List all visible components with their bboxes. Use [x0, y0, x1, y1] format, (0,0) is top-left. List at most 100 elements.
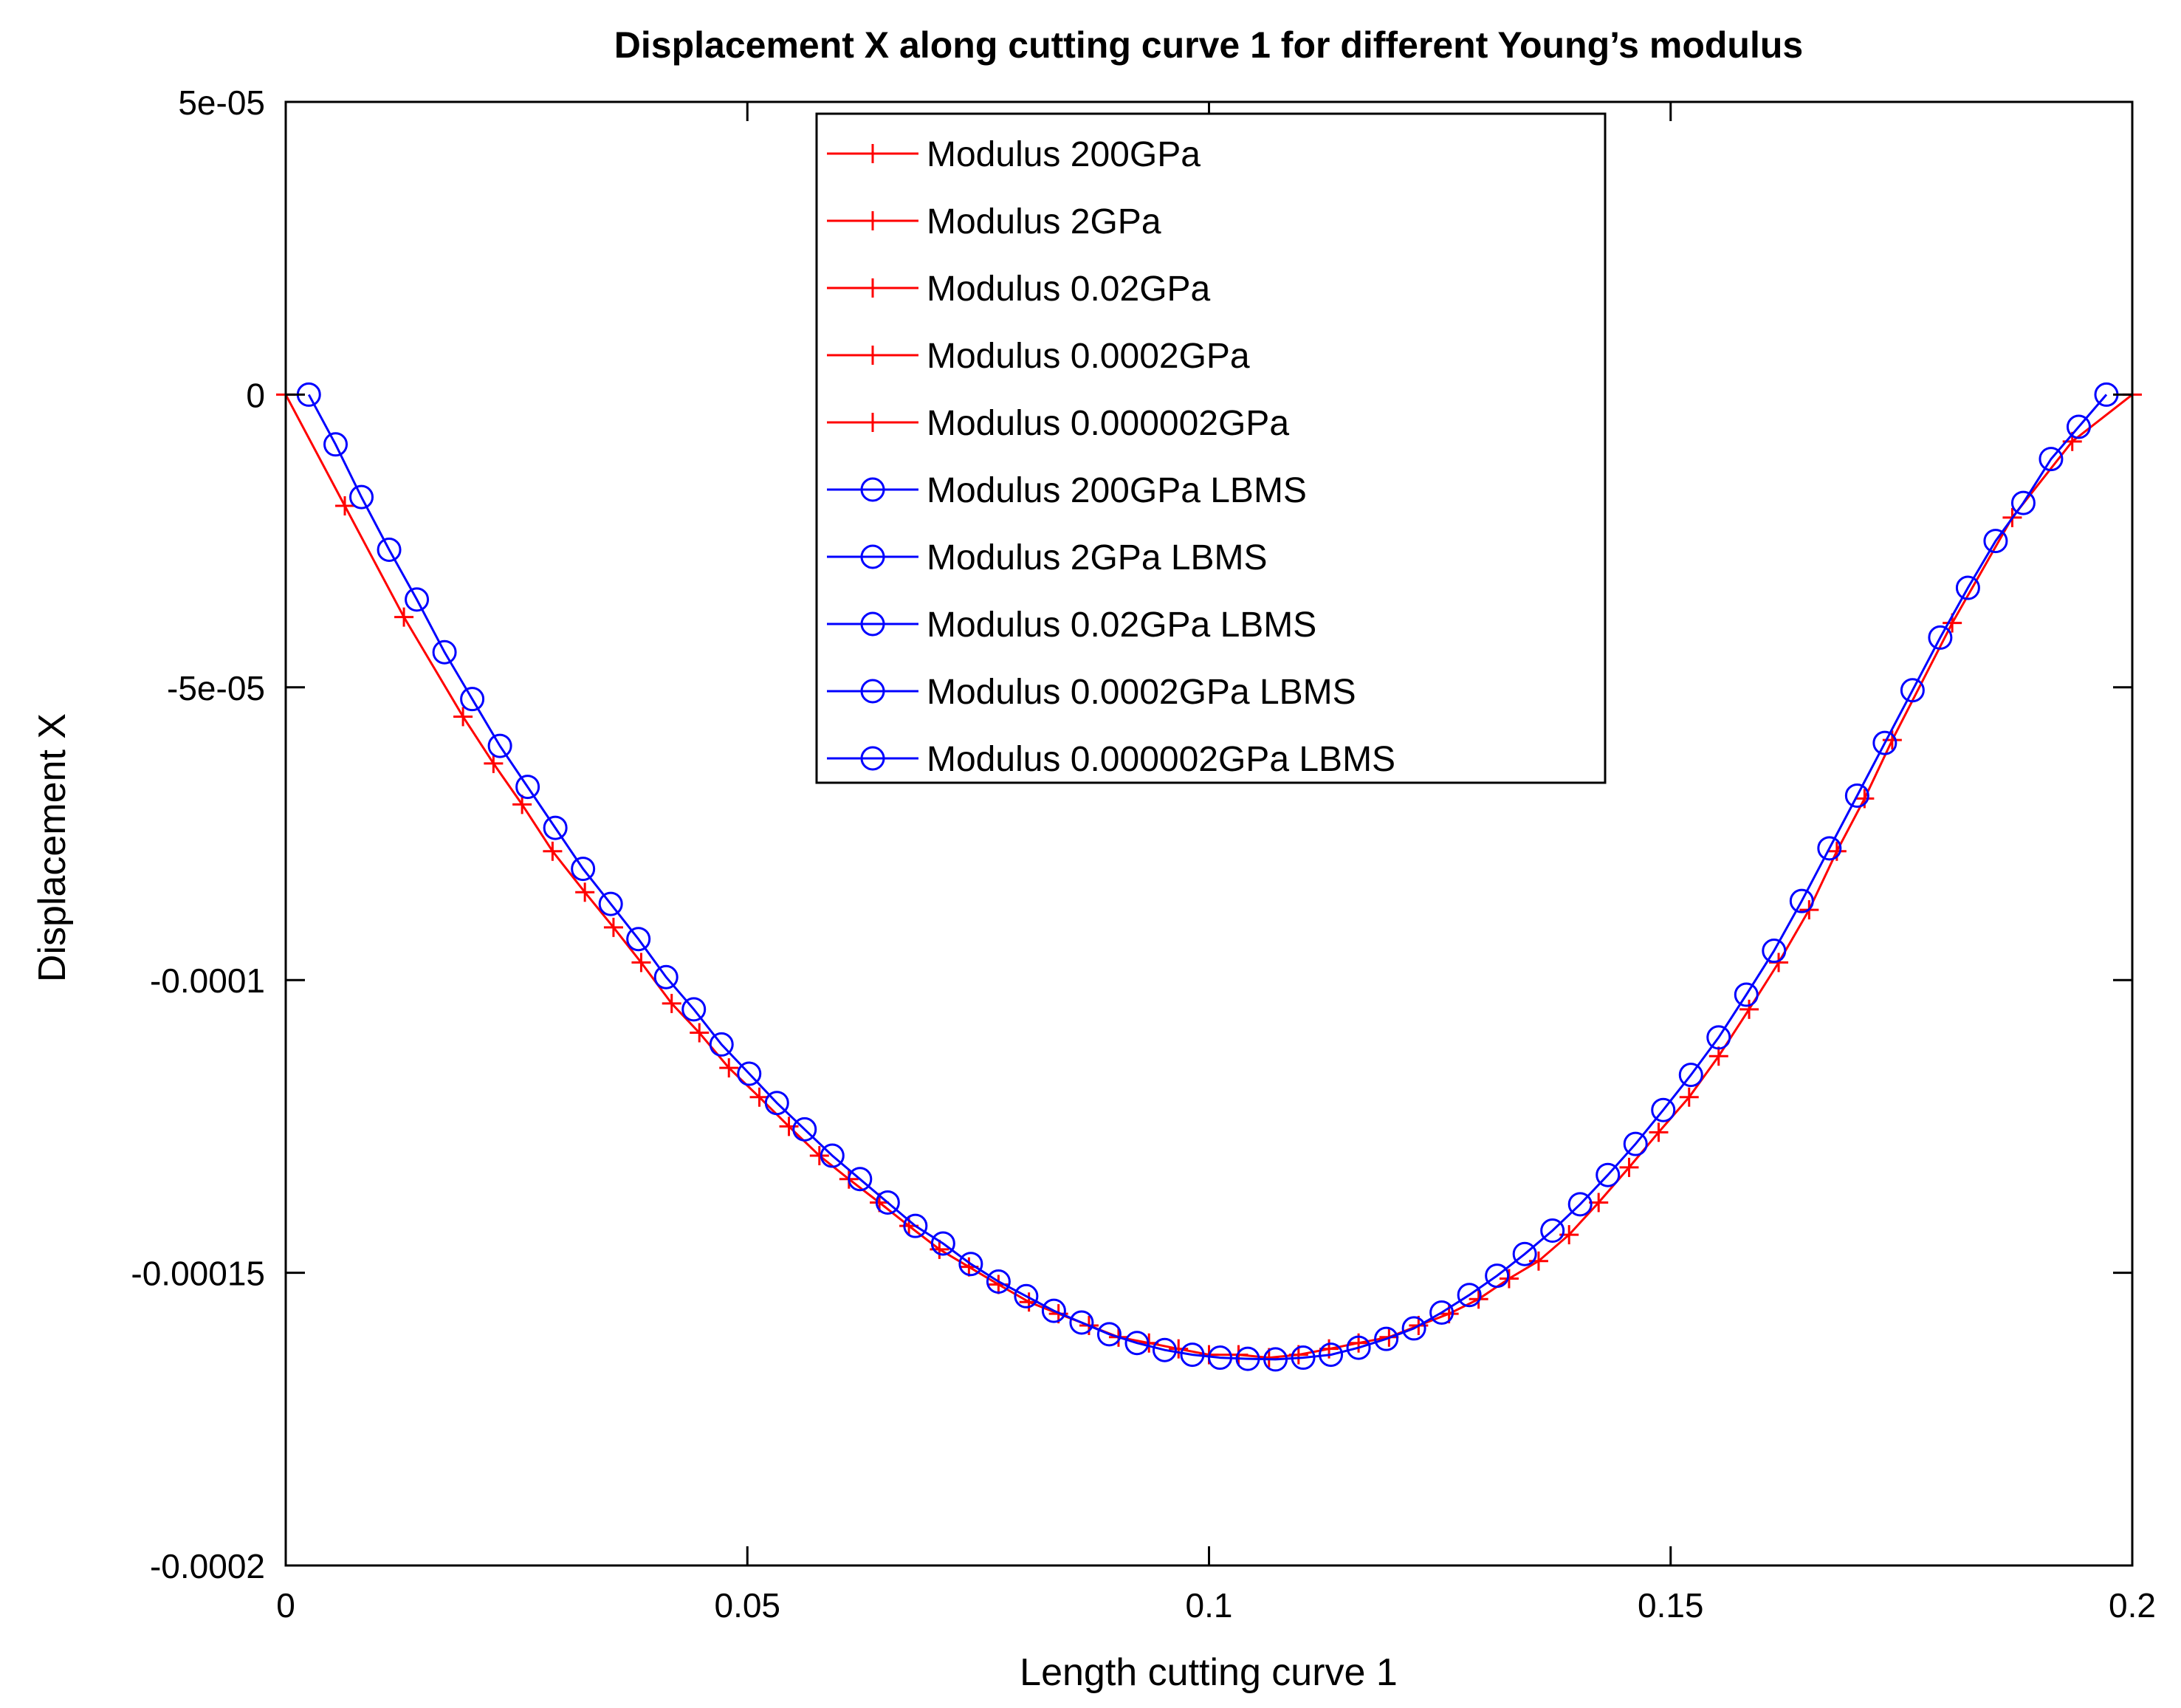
legend-label: Modulus 200GPa [927, 135, 1201, 174]
lbms-data-point [377, 537, 402, 562]
lbms-data-point [1872, 730, 1897, 755]
y-tick-label: 5e-05 [178, 83, 265, 122]
lbms-data-point [1983, 529, 2008, 554]
lbms-data-point [1955, 575, 1980, 600]
fem-data-point [575, 882, 595, 902]
lbms-data-point [1567, 1192, 1593, 1217]
lbms-data-point [2039, 447, 2064, 472]
y-tick-label: -0.00015 [131, 1255, 265, 1293]
lbms-data-point [571, 857, 596, 882]
fem-data-point [719, 1058, 739, 1078]
lbms-data-point [820, 1143, 845, 1168]
lbms-data-point [460, 687, 485, 712]
lbms-data-point [930, 1231, 955, 1256]
legend-label: Modulus 0.000002GPa LBMS [927, 740, 1395, 779]
lbms-series-line [307, 394, 2108, 1361]
y-tick-labels: 5e-05 0 -5e-05 -0.0001 -0.00015 -0.0002 [131, 83, 265, 1585]
x-tick-label: 0.05 [714, 1586, 780, 1625]
fem-data-point [394, 607, 414, 627]
legend-label: Modulus 0.02GPa LBMS [927, 606, 1316, 645]
legend-plus-marker [863, 144, 882, 163]
legend-plus-marker [863, 278, 882, 298]
lbms-data-point [764, 1091, 789, 1116]
lbms-data-point [1540, 1218, 1565, 1244]
fem-data-point [1169, 1339, 1189, 1359]
lbms-data-point [1291, 1345, 1316, 1371]
lbms-data-point [1014, 1283, 1039, 1309]
legend-item: Modulus 2GPa [827, 202, 1161, 241]
lbms-data-point [1180, 1342, 1205, 1368]
lbms-data-point [1762, 939, 1787, 964]
y-tick-label: -5e-05 [167, 669, 265, 707]
fem-series-line [284, 394, 2133, 1359]
lbms-data-point [1124, 1331, 1150, 1356]
legend-item: Modulus 200GPa LBMS [827, 471, 1307, 510]
legend: Modulus 200GPa Modulus 2GPa Modulus 0.02GP… [815, 112, 1607, 784]
lbms-data-point [1651, 1097, 1676, 1122]
y-tick-label: -0.0002 [150, 1547, 265, 1585]
fem-data-point [335, 496, 355, 516]
legend-item: Modulus 200GPa [827, 135, 1201, 174]
fem-data-point [1619, 1157, 1639, 1177]
plot-frame [284, 100, 2134, 1567]
lbms-data-point [1817, 836, 1842, 861]
fem-data-point [1679, 1087, 1699, 1107]
lbms-data-point [986, 1269, 1011, 1294]
lbms-data-point [875, 1190, 900, 1215]
fem-data-point [690, 1023, 710, 1043]
lbms-data-point [903, 1213, 928, 1238]
legend-circle-marker [860, 544, 885, 569]
legend-item: Modulus 0.02GPa [827, 270, 1211, 309]
legend-label: Modulus 0.0002GPa LBMS [927, 673, 1356, 712]
lbms-data-point [653, 964, 679, 990]
lbms-data-point [1401, 1316, 1426, 1341]
x-tick-label: 0.15 [1638, 1586, 1704, 1625]
legend-plus-marker [863, 413, 882, 432]
fem-data-point [453, 707, 473, 727]
legend-label: Modulus 0.0002GPa [927, 337, 1250, 376]
lbms-data-point [626, 927, 651, 952]
lbms-data-point [1900, 678, 1925, 703]
lbms-data-point [1485, 1263, 1510, 1289]
lbms-data-point [1623, 1131, 1648, 1156]
lbms-data-point [1346, 1335, 1371, 1360]
fem-data-point [603, 917, 623, 937]
lbms-data-point [543, 815, 568, 840]
lbms-data-point [1734, 982, 1759, 1007]
legend-item: Modulus 2GPa LBMS [827, 538, 1268, 577]
legend-label: Modulus 0.02GPa [927, 270, 1211, 309]
lbms-data-point [1789, 888, 1814, 913]
fem-data-point [1499, 1269, 1519, 1289]
series-lbms [296, 382, 2119, 1372]
legend-item: Modulus 0.000002GPa [827, 404, 1289, 443]
legend-item: Modulus 0.02GPa LBMS [827, 606, 1316, 645]
lbms-data-point [1844, 783, 1869, 808]
lbms-data-point [958, 1252, 983, 1277]
lbms-data-point [1596, 1162, 1621, 1187]
x-tick-label: 0.1 [1186, 1586, 1233, 1625]
lbms-data-point [1429, 1300, 1454, 1325]
lbms-data-point [1235, 1346, 1260, 1371]
lbms-data-point [1208, 1345, 1233, 1371]
legend-plus-marker [863, 346, 882, 365]
fem-data-point [1708, 1046, 1728, 1066]
y-tick-label: 0 [246, 376, 265, 414]
legend-plus-marker [863, 211, 882, 230]
legend-circle-marker [860, 611, 885, 637]
fem-data-point [1739, 999, 1759, 1019]
fem-data-point [512, 795, 532, 814]
fem-data-point [662, 993, 681, 1013]
fem-data-point [779, 1117, 799, 1136]
fem-data-point [1649, 1122, 1669, 1142]
lbms-data-point [1457, 1283, 1482, 1308]
fem-data-point [809, 1146, 829, 1166]
legend-label: Modulus 2GPa [927, 202, 1161, 241]
lbms-data-point [432, 639, 457, 665]
fem-data-point [631, 953, 651, 973]
legend-item: Modulus 0.000002GPa LBMS [827, 740, 1395, 779]
lbms-data-point [1928, 625, 1953, 650]
lbms-data-point [1069, 1310, 1094, 1335]
lbms-data-point [1706, 1025, 1731, 1050]
lbms-data-point [2010, 490, 2036, 515]
legend-item: Modulus 0.0002GPa LBMS [827, 673, 1356, 712]
